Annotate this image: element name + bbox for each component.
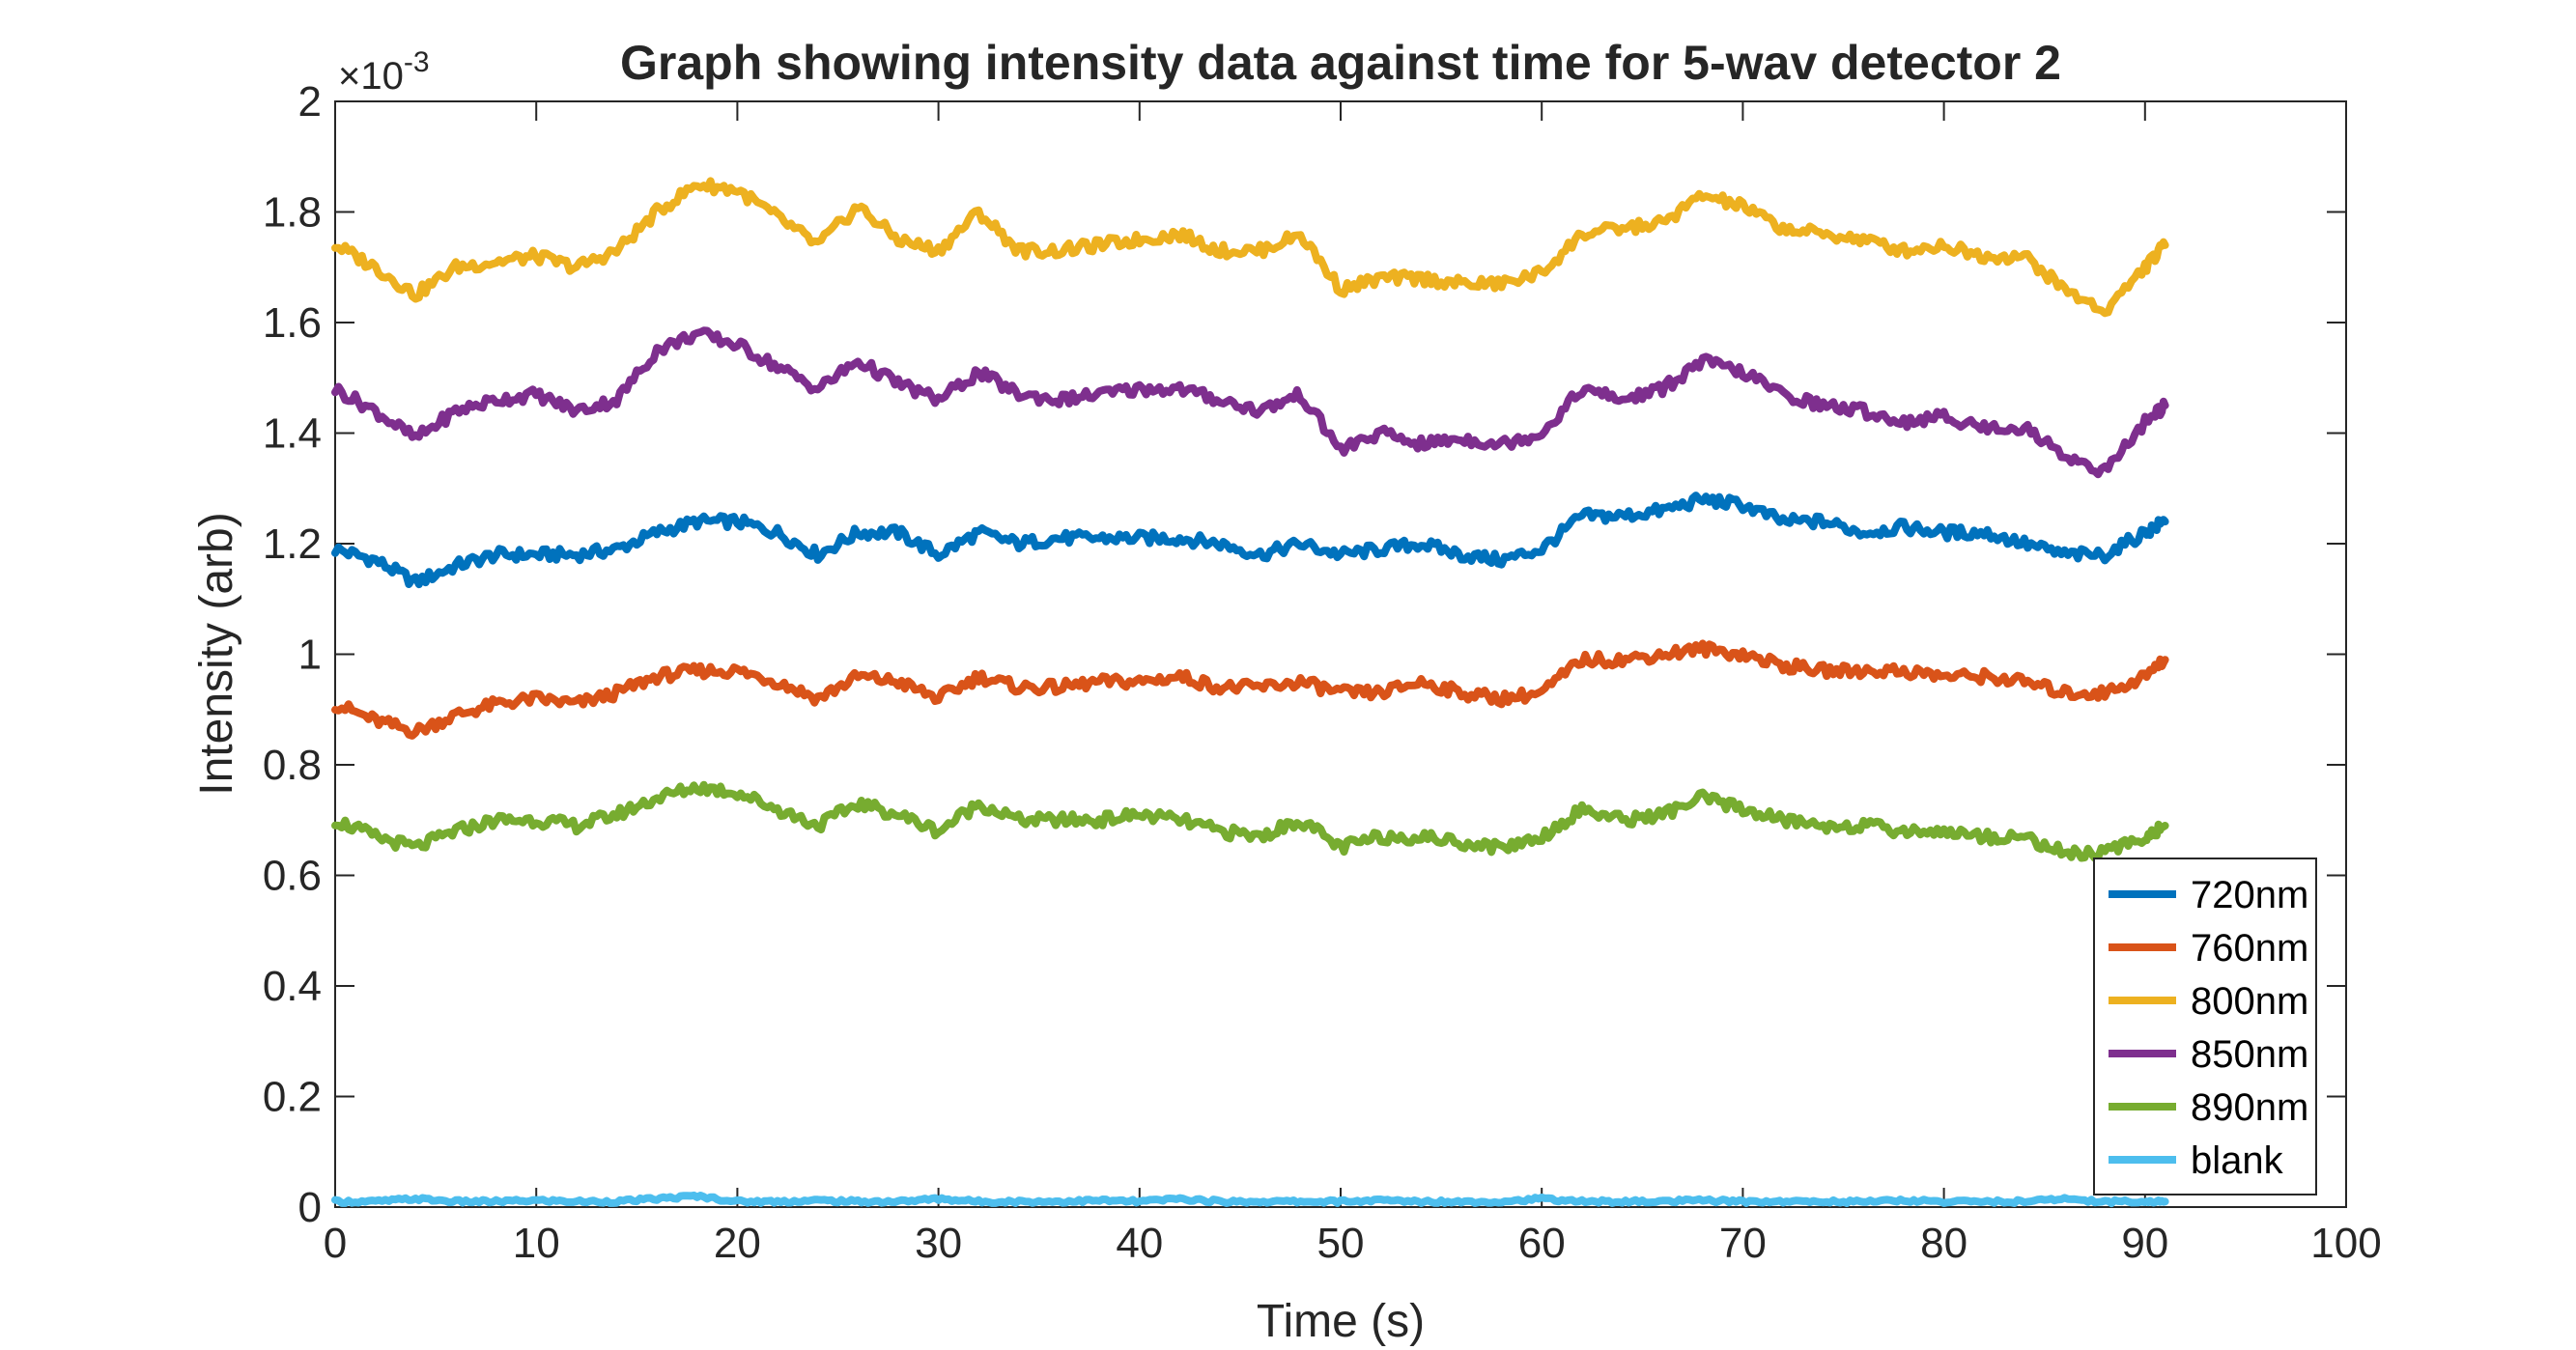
legend-label: 760nm	[2191, 927, 2308, 970]
y-axis-exponent: ×10-3	[338, 46, 430, 98]
y-axis-ticks: 0 0.2 0.4 0.6 0.8 1 1.2 1.4 1.6 1.8 2	[263, 78, 2346, 1231]
x-tick-label: 70	[1719, 1220, 1767, 1267]
legend-label: 800nm	[2191, 980, 2308, 1023]
y-axis-label: Intensity (arb)	[191, 512, 242, 795]
y-tick-label: 0	[298, 1184, 322, 1231]
y-tick-label: 2	[298, 78, 322, 126]
x-tick-label: 100	[2310, 1220, 2381, 1267]
y-tick-label: 0.8	[263, 742, 322, 789]
x-tick-label: 0	[324, 1220, 347, 1267]
y-tick-label: 1.8	[263, 189, 322, 237]
y-tick-label: 0.2	[263, 1074, 322, 1121]
series-line-720nm	[331, 492, 2169, 589]
x-tick-label: 20	[714, 1220, 761, 1267]
series-line-760nm	[331, 639, 2169, 740]
y-tick-label: 0.4	[263, 963, 322, 1010]
legend-label: 720nm	[2191, 874, 2308, 916]
x-tick-label: 90	[2121, 1220, 2168, 1267]
x-tick-label: 30	[915, 1220, 962, 1267]
series-layer	[331, 177, 2169, 1207]
series-line-850nm	[331, 326, 2169, 479]
x-tick-label: 60	[1518, 1220, 1566, 1267]
series-line-blank	[331, 1191, 2169, 1207]
y-tick-label: 1	[298, 632, 322, 679]
legend: 720nm 760nm 800nm 850nm 890nm blank	[2093, 858, 2317, 1195]
legend-label: 850nm	[2191, 1033, 2308, 1076]
plot-area	[334, 100, 2347, 1208]
x-axis-label: Time (s)	[1257, 1296, 1425, 1347]
x-tick-label: 50	[1317, 1220, 1365, 1267]
y-tick-label: 0.6	[263, 853, 322, 900]
series-line-890nm	[331, 780, 2169, 862]
x-tick-label: 40	[1116, 1220, 1163, 1267]
legend-box	[2093, 858, 2317, 1195]
plot-frame	[334, 100, 2347, 1208]
legend-label: blank	[2191, 1139, 2284, 1182]
legend-label: 890nm	[2191, 1086, 2308, 1129]
y-tick-label: 1.6	[263, 299, 322, 347]
series-line-800nm	[331, 177, 2169, 318]
y-tick-label: 1.2	[263, 520, 322, 568]
x-tick-label: 80	[1920, 1220, 1967, 1267]
x-tick-label: 10	[513, 1220, 560, 1267]
y-tick-label: 1.4	[263, 410, 322, 458]
chart-title: Graph showing intensity data against tim…	[620, 36, 2061, 90]
